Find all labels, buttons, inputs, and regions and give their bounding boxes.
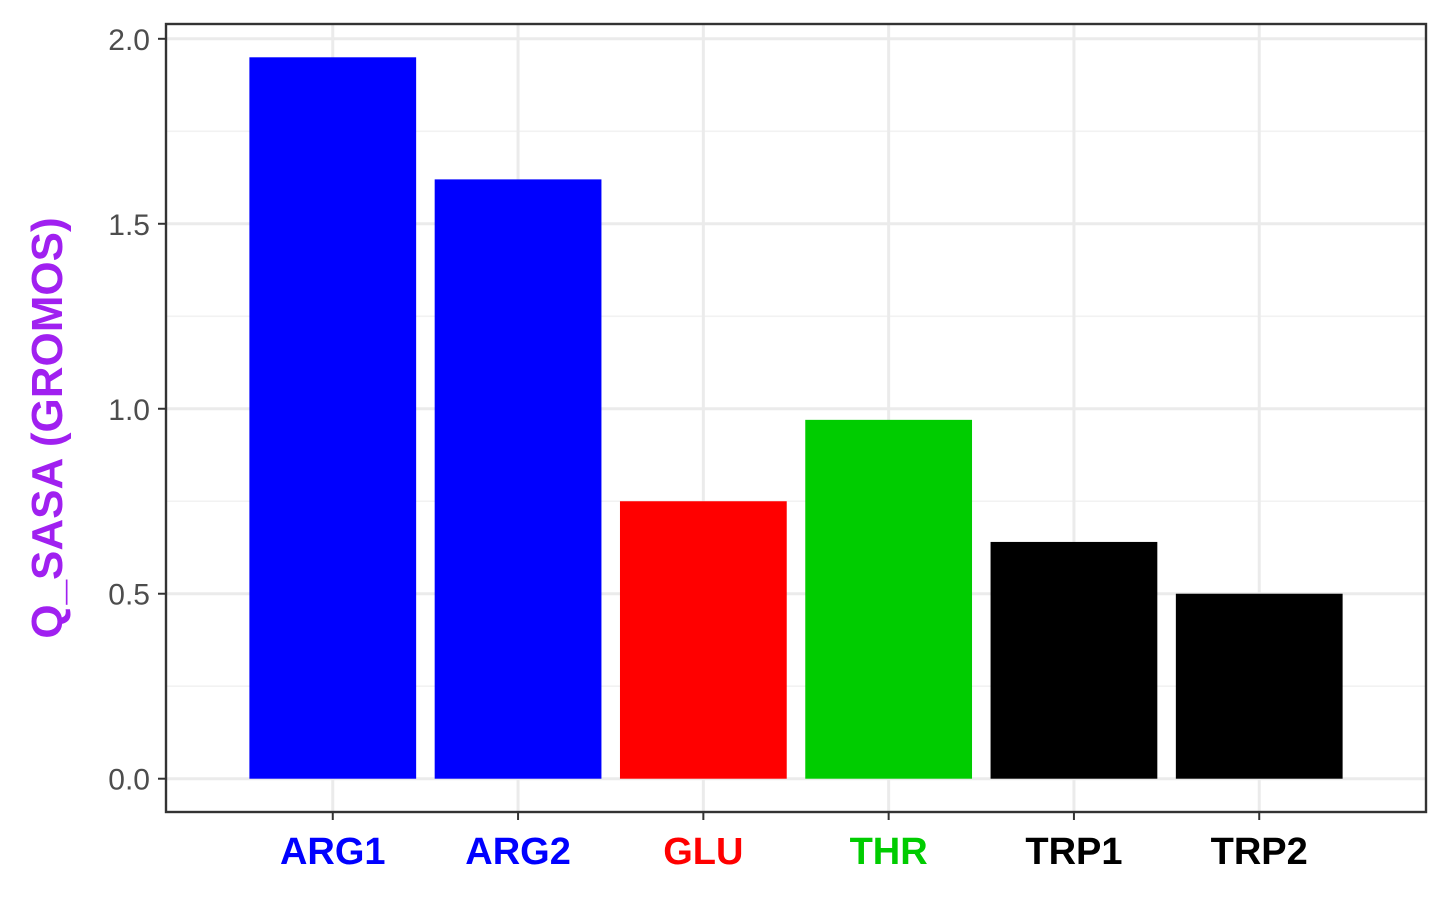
y-tick-label: 1.5 xyxy=(108,209,150,242)
y-axis-title: Q_SASA (GROMOS) xyxy=(23,217,72,638)
y-tick-label: 0.5 xyxy=(108,579,150,612)
y-tick-label: 2.0 xyxy=(108,24,150,57)
bars xyxy=(249,57,1343,779)
x-tick-label-glu: GLU xyxy=(663,831,743,873)
x-tick-label-arg1: ARG1 xyxy=(280,831,386,873)
bar-glu xyxy=(619,501,787,779)
bar-trp1 xyxy=(990,541,1158,779)
y-tick-label: 1.0 xyxy=(108,394,150,427)
bar-arg1 xyxy=(249,57,417,779)
x-tick-label-arg2: ARG2 xyxy=(465,831,571,873)
x-tick-label-trp2: TRP2 xyxy=(1211,831,1308,873)
bar-thr xyxy=(805,419,973,779)
bar-arg2 xyxy=(434,179,602,779)
plot-panel-border xyxy=(164,22,1428,814)
bar-trp2 xyxy=(1175,593,1343,779)
y-tick-label: 0.0 xyxy=(108,764,150,797)
y-axis-ticks: 0.0 0.5 1.0 1.5 2.0 xyxy=(108,24,166,797)
x-axis-ticks: ARG1 ARG2 GLU THR TRP1 TRP2 xyxy=(280,812,1308,873)
x-tick-label-thr: THR xyxy=(850,831,928,873)
x-tick-label-trp1: TRP1 xyxy=(1025,831,1122,873)
